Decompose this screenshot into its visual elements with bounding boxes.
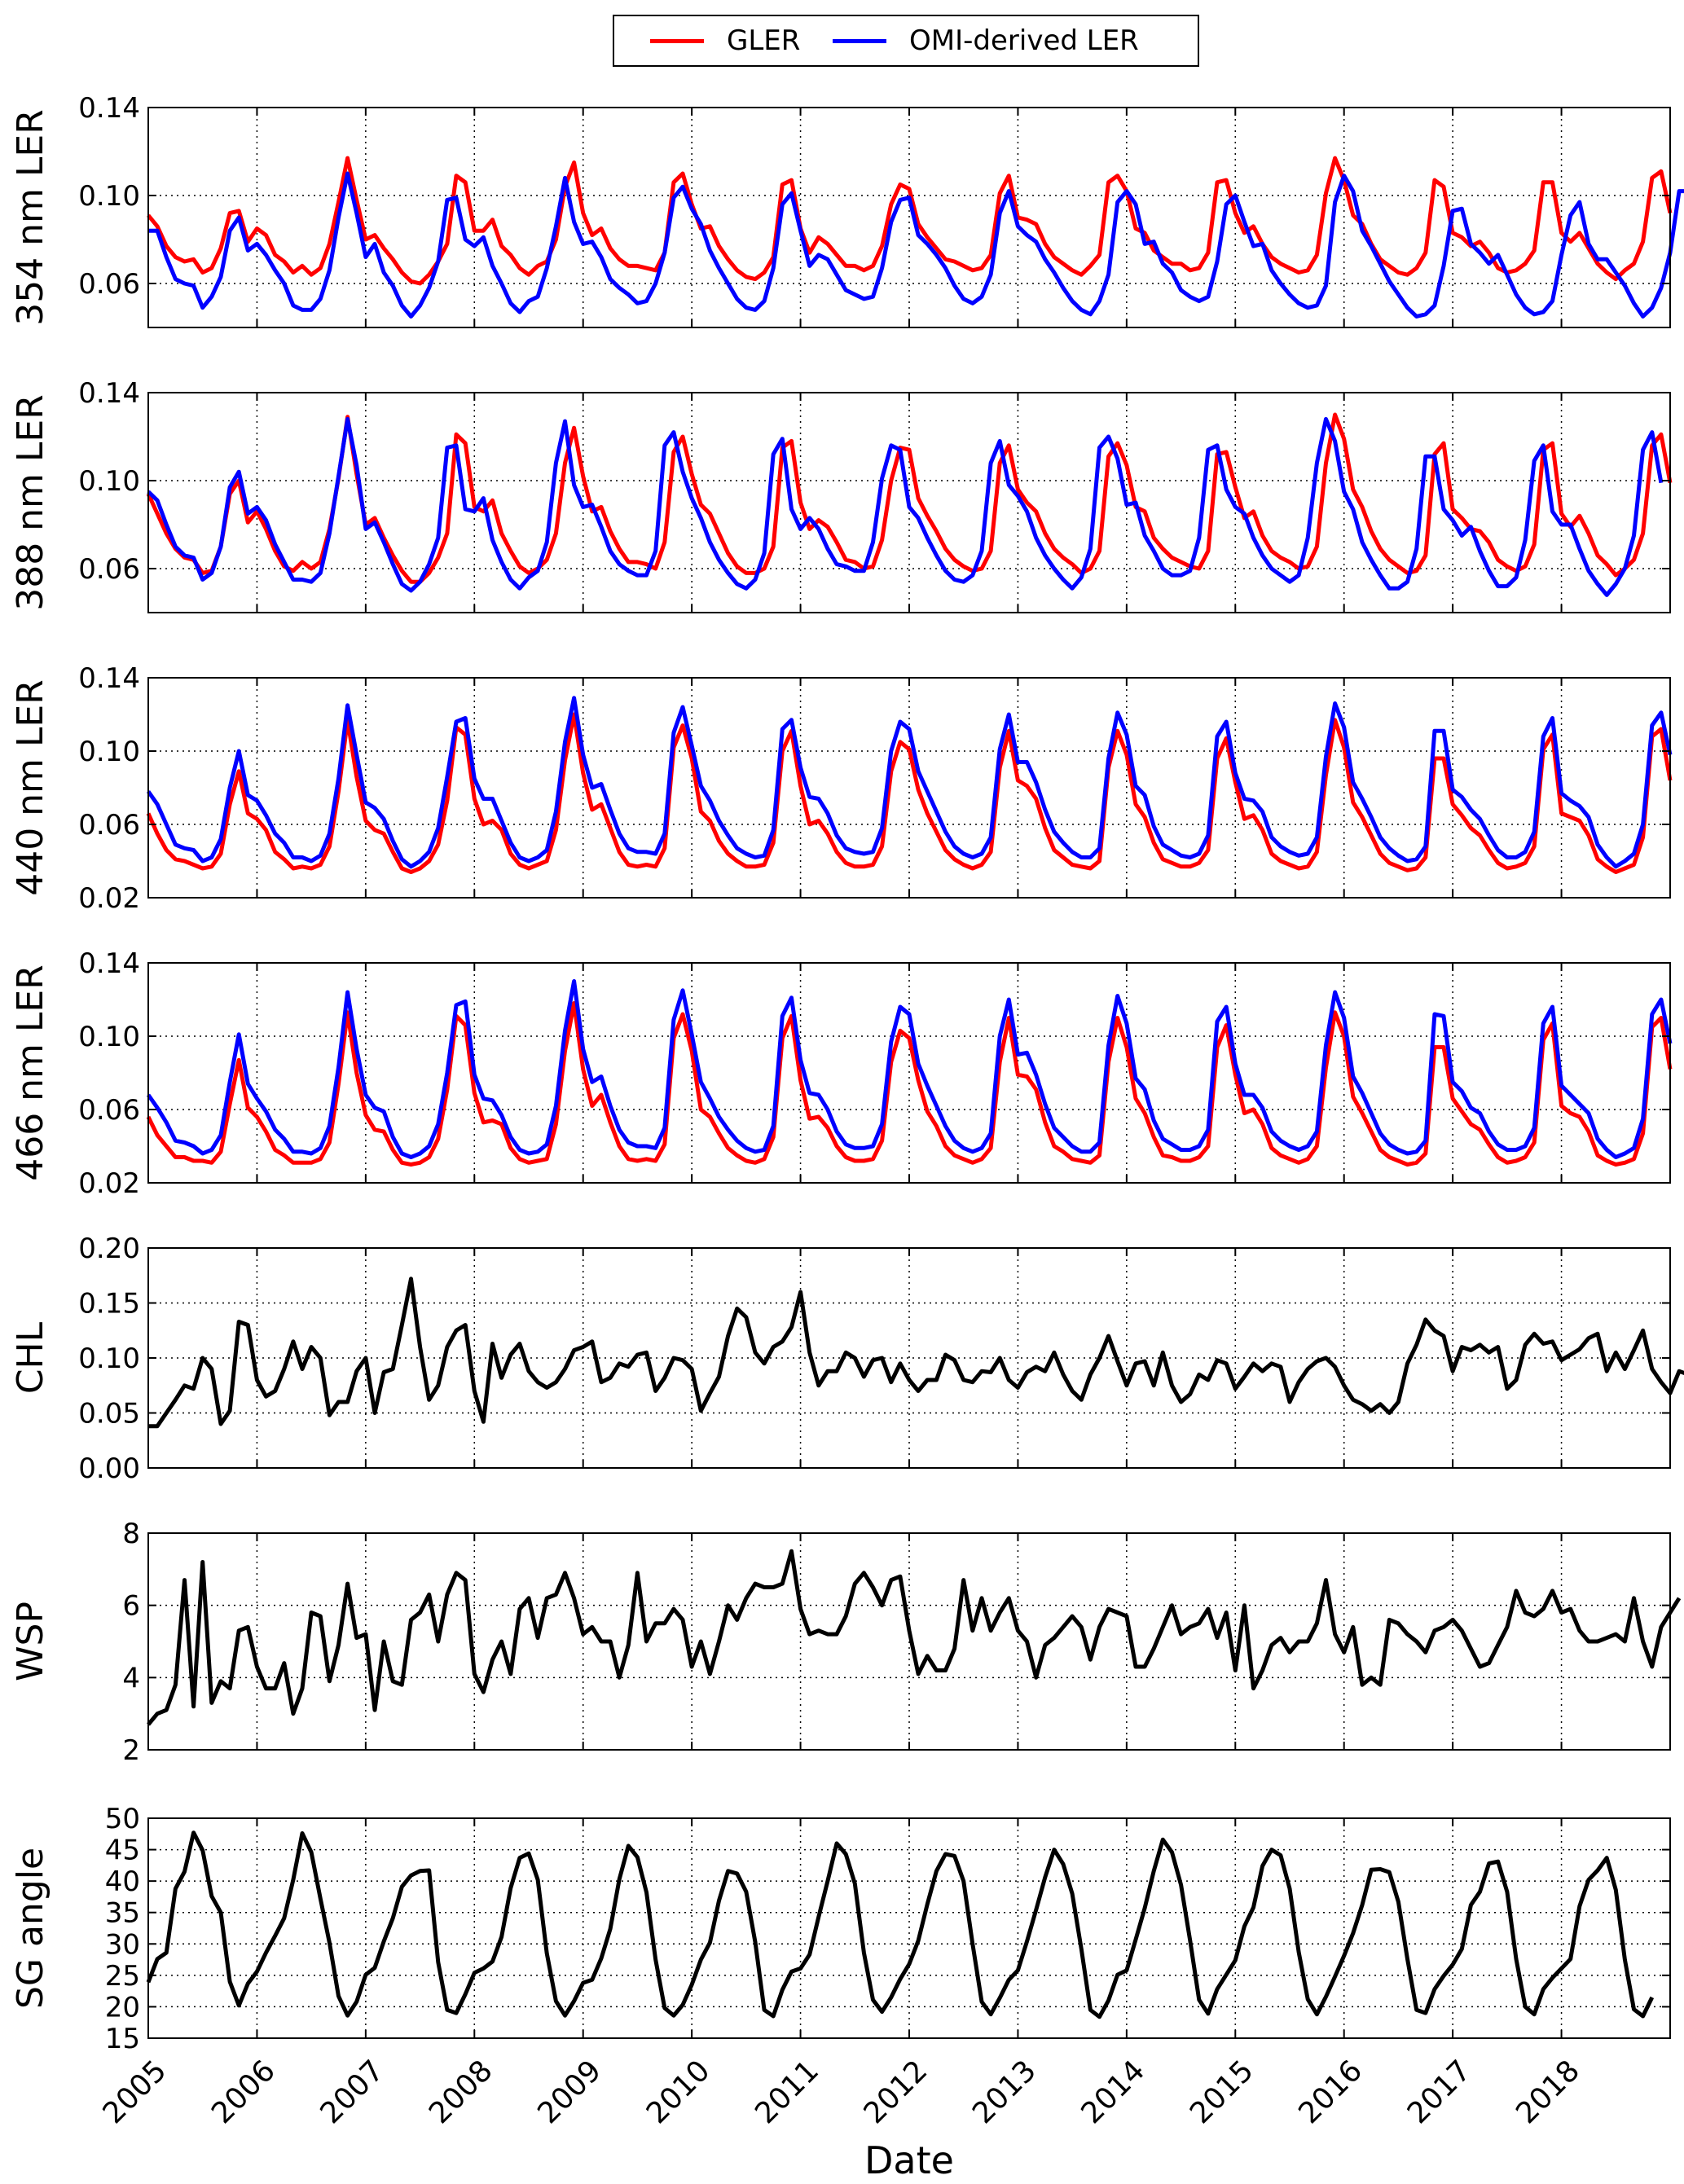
panel-4: 0.00 0.05 0.10 0.15 0.20 CHL — [10, 1233, 1684, 1485]
ytick-label-3-3: 0.14 — [78, 947, 140, 980]
ylabel-5: WSP — [10, 1602, 51, 1681]
ytick-label-6-1: 20 — [105, 1991, 140, 2024]
legend: GLER OMI-derived LER — [613, 15, 1199, 67]
ytick-label-4-0: 0.00 — [78, 1452, 140, 1485]
ytick-label-6-6: 45 — [105, 1835, 140, 1867]
legend-label-omi: OMI-derived LER — [909, 24, 1139, 57]
ylabel-3: 466 nm LER — [10, 965, 51, 1181]
xtick-label-10: 2015 — [1184, 2054, 1260, 2130]
ytick-label-5-1: 4 — [122, 1662, 140, 1694]
panel-0: 0.06 0.10 0.14 354 nm LER — [10, 92, 1684, 328]
ytick-label-6-5: 40 — [105, 1865, 140, 1898]
xtick-label-8: 2013 — [966, 2054, 1043, 2130]
ytick-label-1-0: 0.06 — [78, 553, 140, 586]
ytick-label-1-1: 0.10 — [78, 465, 140, 498]
ytick-label-4-1: 0.05 — [78, 1398, 140, 1430]
legend-swatch-omi — [833, 38, 886, 43]
xtick-label-11: 2016 — [1292, 2054, 1369, 2130]
ytick-label-2-1: 0.06 — [78, 809, 140, 842]
panel-3: 0.02 0.06 0.10 0.14 466 nm LER — [10, 947, 1673, 1200]
series-line-3-1 — [146, 979, 1673, 1159]
ylabel-6: SG angle — [10, 1848, 51, 2009]
ylabel-2: 440 nm LER — [10, 679, 51, 896]
xtick-label-3: 2008 — [423, 2054, 499, 2130]
series-line-5-0 — [147, 1549, 1682, 1726]
xtick-label-9: 2014 — [1075, 2054, 1152, 2130]
ytick-label-0-0: 0.06 — [78, 268, 140, 301]
series-line-0-1 — [148, 171, 1684, 319]
series-line-2-0 — [146, 712, 1673, 874]
xtick-label-5: 2010 — [640, 2054, 717, 2130]
series-line-2-1 — [146, 696, 1673, 869]
ytick-label-3-1: 0.06 — [78, 1094, 140, 1127]
panel-2: 0.02 0.06 0.10 0.14 440 nm LER — [10, 662, 1673, 915]
ytick-label-4-3: 0.15 — [78, 1288, 140, 1321]
ytick-label-4-4: 0.20 — [78, 1233, 140, 1265]
ytick-label-6-4: 35 — [105, 1897, 140, 1930]
ytick-label-2-2: 0.10 — [78, 736, 140, 768]
xtick-label-1: 2006 — [205, 2054, 282, 2130]
series-line-6-0 — [146, 1830, 1655, 2019]
panel-1: 0.06 0.10 0.14 388 nm LER — [10, 377, 1673, 613]
ytick-label-0-1: 0.10 — [78, 180, 140, 213]
series-line-4-0 — [148, 1277, 1684, 1429]
legend-label-gler: GLER — [727, 24, 801, 57]
series-line-1-1 — [147, 416, 1664, 597]
xtick-label-2: 2007 — [314, 2054, 391, 2130]
series-line-0-0 — [147, 156, 1673, 286]
ylabel-0: 354 nm LER — [10, 109, 51, 326]
xtick-label-7: 2012 — [858, 2054, 934, 2130]
ytick-label-6-7: 50 — [105, 1803, 140, 1835]
legend-swatch-gler — [650, 38, 704, 43]
ytick-label-1-2: 0.14 — [78, 377, 140, 410]
ytick-label-6-3: 30 — [105, 1928, 140, 1961]
ytick-label-6-0: 15 — [105, 2023, 140, 2055]
ylabel-4: CHL — [10, 1321, 51, 1394]
panel-5: 2 4 6 8 WSP — [10, 1518, 1682, 1767]
ytick-label-2-3: 0.14 — [78, 662, 140, 695]
ytick-label-0-2: 0.14 — [78, 92, 140, 125]
ytick-label-6-2: 25 — [105, 1960, 140, 1993]
xtick-label-6: 2011 — [749, 2054, 825, 2130]
xlabel: Date — [864, 2138, 954, 2182]
ytick-label-4-2: 0.10 — [78, 1342, 140, 1375]
ytick-label-5-0: 2 — [122, 1734, 140, 1767]
ytick-label-5-2: 6 — [122, 1590, 140, 1623]
xtick-label-12: 2017 — [1401, 2054, 1478, 2130]
legend-item-gler[interactable]: GLER — [650, 24, 800, 57]
ylabel-1: 388 nm LER — [10, 394, 51, 611]
series-line-1-0 — [146, 412, 1673, 584]
ytick-label-3-2: 0.10 — [78, 1021, 140, 1053]
series-line-3-0 — [146, 1001, 1673, 1167]
ytick-label-2-0: 0.02 — [78, 882, 140, 915]
legend-item-omi[interactable]: OMI-derived LER — [833, 24, 1139, 57]
ytick-label-5-3: 8 — [122, 1518, 140, 1550]
xtick-label-13: 2018 — [1510, 2054, 1586, 2130]
xtick-label-4: 2009 — [531, 2054, 608, 2130]
ytick-label-3-0: 0.02 — [78, 1167, 140, 1200]
xtick-label-0: 2005 — [97, 2054, 174, 2130]
